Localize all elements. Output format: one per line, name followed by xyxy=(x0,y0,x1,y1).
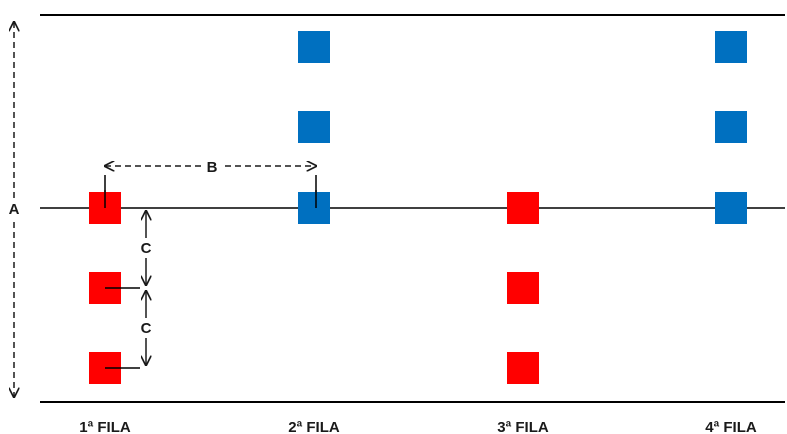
dimension-c2-label-bg xyxy=(136,318,156,338)
row3-square-1 xyxy=(507,192,539,224)
row3-square-3 xyxy=(507,352,539,384)
dimension-b-label-bg xyxy=(201,157,223,175)
dimension-c-label-1: C xyxy=(141,240,152,257)
row4-square-2 xyxy=(715,111,747,143)
row3-square-2 xyxy=(507,272,539,304)
dimension-b-label: B xyxy=(207,159,218,176)
row2-square-1 xyxy=(298,31,330,63)
dimension-a-label-bg xyxy=(4,199,24,219)
dimension-c1-label-bg xyxy=(136,238,156,258)
row-label-2: 2ª FILA xyxy=(288,419,340,434)
dimension-c-label-2: C xyxy=(141,320,152,337)
row2-square-3 xyxy=(298,192,330,224)
row2-square-2 xyxy=(298,111,330,143)
row-label-4: 4ª FILA xyxy=(705,419,757,434)
row4-square-1 xyxy=(715,31,747,63)
row4-square-3 xyxy=(715,192,747,224)
row-label-1: 1ª FILA xyxy=(79,419,131,434)
dimension-a-label: A xyxy=(9,201,20,218)
row-label-3: 3ª FILA xyxy=(497,419,549,434)
